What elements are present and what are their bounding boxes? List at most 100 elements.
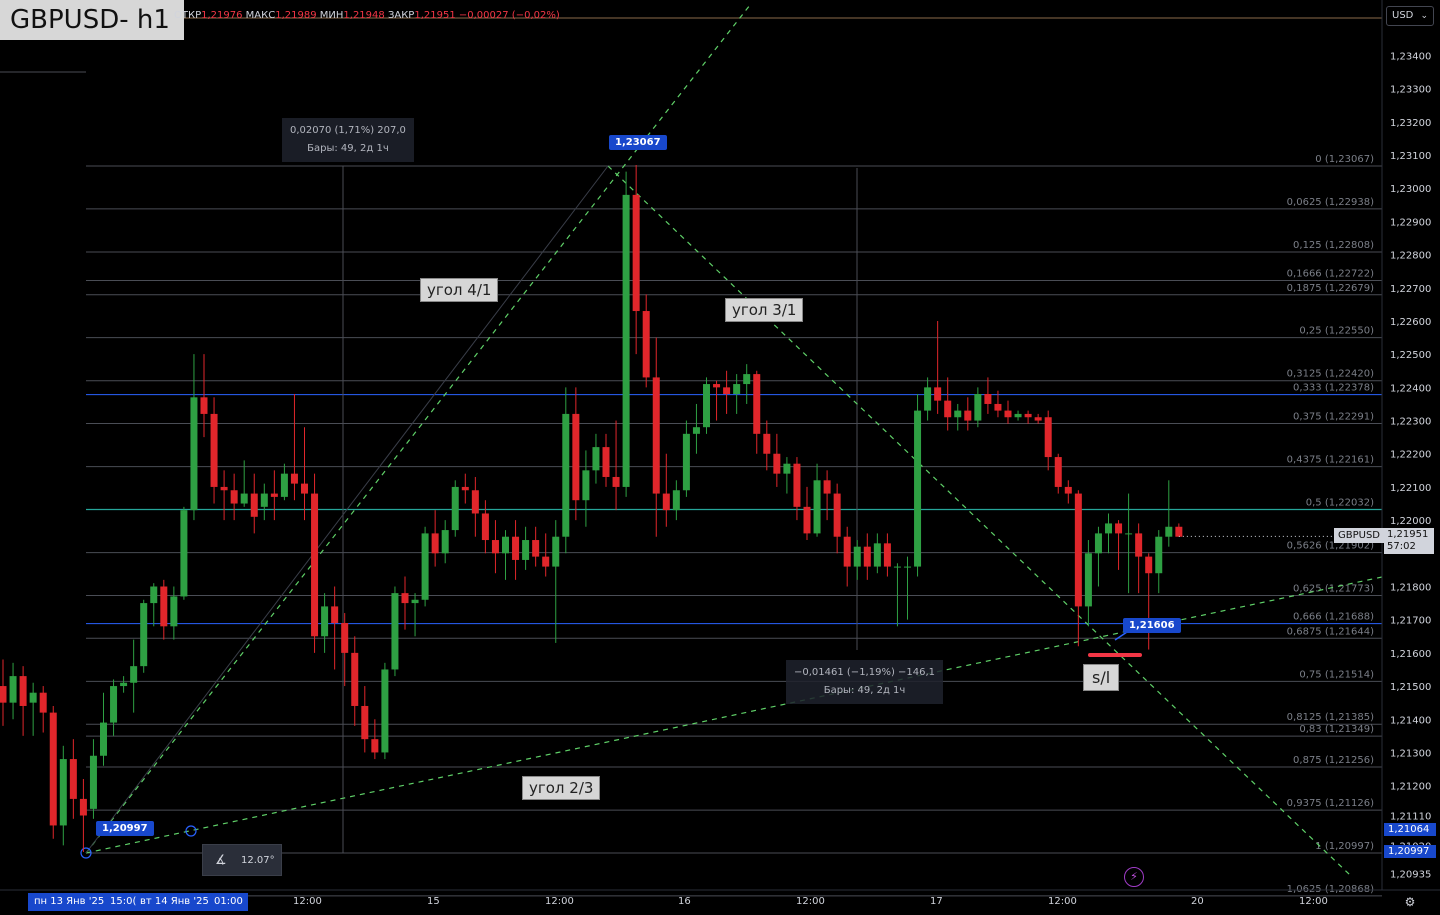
candle-body [29, 692, 37, 703]
candle-body [813, 480, 821, 534]
candle-body [481, 513, 489, 541]
candle-body [893, 566, 901, 568]
fib-level-label: 0,4375 (1,22161) [1287, 455, 1374, 466]
fib-levels: 0 (1,23067) 0,0625 (1,22938) 0,125 (1,2280… [86, 154, 1382, 897]
candle-body [471, 490, 479, 514]
candle-body [652, 377, 660, 494]
angle-icon: ∡ [215, 853, 227, 868]
candle-body [572, 413, 580, 501]
price-tick-label: 1,21400 [1390, 715, 1431, 726]
candle-body [793, 463, 801, 507]
chevron-down-icon: ⌄ [1420, 11, 1428, 21]
candle-body [672, 490, 680, 511]
fib-level-label: 0,9375 (1,21126) [1287, 798, 1374, 809]
candle-body [1105, 523, 1112, 534]
measure-box-up[interactable]: 0,02070 (1,71%) 207,0 Бары: 49, 2д 1ч [282, 118, 414, 162]
price-tick-label: 1,21110 [1390, 811, 1431, 822]
fib-level-label: 0,625 (1,21773) [1293, 583, 1374, 594]
candle-body [290, 473, 298, 484]
candle-body [502, 536, 509, 554]
candle-body [321, 606, 329, 637]
angle-4-1-label[interactable]: угол 4/1 [420, 278, 499, 302]
candle-body [823, 480, 831, 494]
fib-level-label: 0,1666 (1,22722) [1287, 269, 1374, 280]
candle-body [1004, 410, 1012, 418]
candle-body [904, 566, 911, 568]
mid-price-flag: 1,21606 [1123, 618, 1181, 633]
candle-body [140, 603, 148, 667]
time-range-selection: пн 13 Янв '25 15:0( вт 14 Янв '25 01:00 [28, 893, 248, 911]
candle-body [491, 540, 499, 554]
price-tick-label: 1,21500 [1390, 682, 1431, 693]
candle-body [532, 540, 540, 557]
candle-body [341, 623, 349, 653]
ohlc-close-value: 1,21951 [414, 10, 456, 21]
candle-body [512, 536, 520, 560]
candle-body [642, 311, 650, 378]
measure-up-bars: Бары: 49, 2д 1ч [307, 143, 389, 154]
measure-box-down[interactable]: −0,01461 (−1,19%) −146,1 Бары: 49, 2д 1ч [786, 660, 944, 704]
candle-body [1064, 486, 1072, 494]
candle-body [733, 384, 741, 395]
time-tick: 12:00 [796, 896, 825, 907]
angle-tool-value: 12.07° [241, 855, 275, 866]
price-tick-label: 1,23200 [1390, 118, 1431, 129]
angle-3-1-label[interactable]: угол 3/1 [725, 298, 804, 322]
fib-level-label: 0,8125 (1,21385) [1287, 712, 1374, 723]
axis-price-flag-lower: 1,20997 [1384, 845, 1436, 858]
fib-level-label: 0,5 (1,22032) [1306, 498, 1374, 509]
candle-body [843, 536, 851, 567]
candle-body [763, 433, 771, 454]
candle-body [120, 682, 128, 687]
fib-level-label: 0,6875 (1,21644) [1287, 626, 1374, 637]
candle-body [391, 593, 399, 670]
candle-body [260, 493, 268, 507]
candle-body [411, 599, 419, 604]
candle-body [602, 447, 610, 477]
current-price-label: GBPUSD 1,21951 57:02 [1334, 528, 1434, 554]
candle-body [803, 506, 811, 534]
candle-body [210, 413, 218, 487]
candle-body [703, 384, 710, 428]
candles [0, 165, 1382, 853]
candle-body [773, 453, 781, 474]
price-tick-label: 1,22100 [1390, 483, 1431, 494]
price-tick-label: 1,20935 [1390, 870, 1431, 881]
current-price-box: 1,21951 57:02 [1384, 528, 1434, 554]
candle-body [431, 533, 439, 554]
price-tick-label: 1,22900 [1390, 217, 1431, 228]
price-tick-label: 1,23000 [1390, 184, 1431, 195]
gear-icon[interactable]: ⚙ [1404, 895, 1416, 909]
price-tick-label: 1,21800 [1390, 582, 1431, 593]
candle-body [240, 493, 248, 504]
fib-level-label: 0,375 (1,22291) [1293, 412, 1374, 423]
ohlc-low-key: МИН [319, 10, 344, 21]
measure-down-bars: Бары: 49, 2д 1ч [823, 685, 906, 696]
time-tick: 12:00 [545, 896, 574, 907]
high-price-flag: 1,23067 [609, 135, 667, 150]
candle-body [783, 463, 791, 474]
fib-level-label: 1,0625 (1,20868) [1287, 884, 1374, 895]
price-tick-label: 1,22800 [1390, 251, 1431, 262]
ohlc-high-value: 1,21989 [275, 10, 317, 21]
angle-2-3-label[interactable]: угол 2/3 [522, 776, 601, 800]
angle-tool-panel[interactable]: ∡ 12.07° [202, 844, 282, 876]
axis-price-flag-upper: 1,21064 [1384, 823, 1436, 836]
candle-body [873, 543, 881, 567]
stop-loss-label[interactable]: s/l [1083, 664, 1120, 691]
ohlc-open-value: 1,21976 [201, 10, 243, 21]
candle-body [964, 410, 972, 421]
candle-body [1044, 417, 1052, 458]
measure-diagonal [85, 165, 609, 854]
candle-body [612, 476, 620, 487]
candle-body [190, 397, 198, 511]
lightning-icon[interactable]: ⚡ [1124, 867, 1144, 887]
currency-select[interactable]: USD ⌄ [1386, 6, 1434, 26]
ohlc-legend: ОТКР1,21976 МАКС1,21989 МИН1,21948 ЗАКР1… [174, 10, 560, 21]
anchor-point [80, 847, 92, 859]
anchor-point [185, 825, 197, 837]
candle-body [200, 397, 208, 414]
price-tick-label: 1,21300 [1390, 748, 1431, 759]
range-end-date: вт 14 Янв '25 [140, 896, 209, 907]
